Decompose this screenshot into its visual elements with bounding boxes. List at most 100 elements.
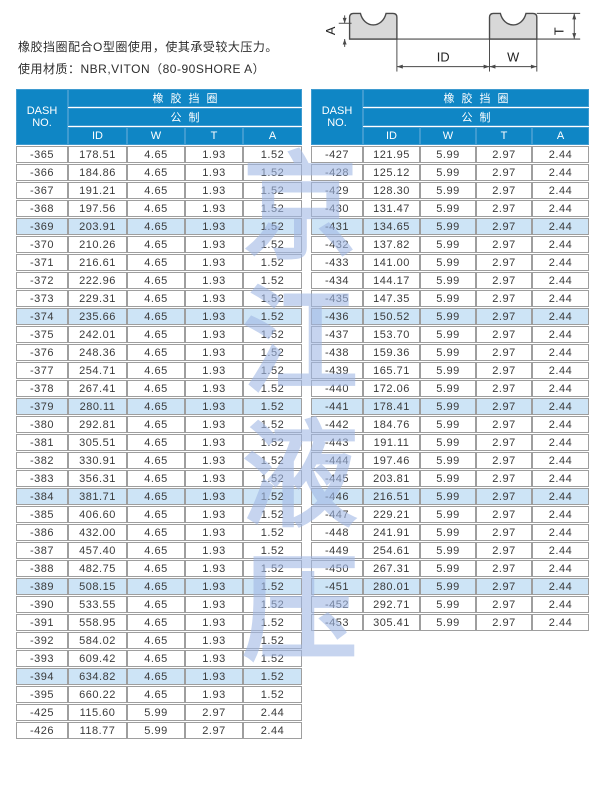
a-cell: 1.52: [243, 254, 302, 271]
table-row: -445 203.81 5.99 2.97 2.44: [311, 470, 589, 487]
a-cell: 2.44: [532, 488, 589, 505]
a-cell: 1.52: [243, 506, 302, 523]
table-row: -452 292.71 5.99 2.97 2.44: [311, 596, 589, 613]
w-cell: 5.99: [420, 416, 476, 433]
table-row: -447 229.21 5.99 2.97 2.44: [311, 506, 589, 523]
a-cell: 2.44: [532, 272, 589, 289]
id-cell: 150.52: [363, 308, 420, 325]
a-cell: 1.52: [243, 146, 302, 163]
table-row: -448 241.91 5.99 2.97 2.44: [311, 524, 589, 541]
table-row: -376 248.36 4.65 1.93 1.52: [16, 344, 302, 361]
w-cell: 5.99: [420, 218, 476, 235]
a-cell: 1.52: [243, 560, 302, 577]
table-row: -370 210.26 4.65 1.93 1.52: [16, 236, 302, 253]
id-cell: 153.70: [363, 326, 420, 343]
t-cell: 2.97: [476, 182, 532, 199]
table-row: -439 165.71 5.99 2.97 2.44: [311, 362, 589, 379]
a-cell: 1.52: [243, 596, 302, 613]
column-header-a: A: [532, 127, 589, 145]
t-cell: 1.93: [185, 650, 243, 667]
table-header: DASH NO. 橡胶挡圈 公制 ID W T A: [16, 89, 302, 145]
table-row: -453 305.41 5.99 2.97 2.44: [311, 614, 589, 631]
column-header-w: W: [420, 127, 476, 145]
w-cell: 4.65: [127, 254, 185, 271]
t-cell: 1.93: [185, 542, 243, 559]
t-cell: 2.97: [185, 704, 243, 721]
dash-no-cell: -372: [16, 272, 68, 289]
id-cell: 254.71: [68, 362, 127, 379]
dash-no-cell: -450: [311, 560, 363, 577]
dash-no-cell: -436: [311, 308, 363, 325]
t-cell: 2.97: [476, 362, 532, 379]
w-cell: 4.65: [127, 470, 185, 487]
t-cell: 1.93: [185, 362, 243, 379]
a-cell: 1.52: [243, 272, 302, 289]
dash-no-cell: -381: [16, 434, 68, 451]
id-cell: 134.65: [363, 218, 420, 235]
table-body: -365 178.51 4.65 1.93 1.52 -366 184.86 4.65 1.93…: [16, 146, 302, 739]
id-cell: 216.51: [363, 488, 420, 505]
dash-no-header: DASH NO.: [16, 89, 68, 145]
dimension-label-a: A: [323, 26, 338, 35]
dash-no-cell: -375: [16, 326, 68, 343]
table-row: -372 222.96 4.65 1.93 1.52: [16, 272, 302, 289]
t-cell: 2.97: [476, 218, 532, 235]
dash-no-cell: -392: [16, 632, 68, 649]
dash-no-cell: -385: [16, 506, 68, 523]
column-header-t: T: [185, 127, 243, 145]
id-cell: 203.81: [363, 470, 420, 487]
a-cell: 1.52: [243, 488, 302, 505]
table-row: -368 197.56 4.65 1.93 1.52: [16, 200, 302, 217]
dash-no-cell: -449: [311, 542, 363, 559]
a-cell: 1.52: [243, 164, 302, 181]
t-cell: 1.93: [185, 488, 243, 505]
a-cell: 1.52: [243, 668, 302, 685]
table-row: -436 150.52 5.99 2.97 2.44: [311, 308, 589, 325]
table-row: -432 137.82 5.99 2.97 2.44: [311, 236, 589, 253]
w-cell: 4.65: [127, 362, 185, 379]
a-cell: 2.44: [532, 380, 589, 397]
table-row: -391 558.95 4.65 1.93 1.52: [16, 614, 302, 631]
table-row: -386 432.00 4.65 1.93 1.52: [16, 524, 302, 541]
table-row: -427 121.95 5.99 2.97 2.44: [311, 146, 589, 163]
id-cell: 558.95: [68, 614, 127, 631]
t-cell: 2.97: [476, 164, 532, 181]
w-cell: 4.65: [127, 596, 185, 613]
a-cell: 2.44: [532, 254, 589, 271]
dash-no-cell: -369: [16, 218, 68, 235]
t-cell: 2.97: [476, 416, 532, 433]
t-cell: 2.97: [476, 200, 532, 217]
a-cell: 2.44: [243, 704, 302, 721]
a-cell: 2.44: [532, 506, 589, 523]
t-cell: 1.93: [185, 524, 243, 541]
dash-no-cell: -391: [16, 614, 68, 631]
id-cell: 178.51: [68, 146, 127, 163]
dash-no-cell: -390: [16, 596, 68, 613]
table-row: -450 267.31 5.99 2.97 2.44: [311, 560, 589, 577]
dash-no-cell: -437: [311, 326, 363, 343]
dash-no-cell: -443: [311, 434, 363, 451]
id-cell: 178.41: [363, 398, 420, 415]
w-cell: 4.65: [127, 182, 185, 199]
dash-no-cell: -430: [311, 200, 363, 217]
table-row: -393 609.42 4.65 1.93 1.52: [16, 650, 302, 667]
table-row: -378 267.41 4.65 1.93 1.52: [16, 380, 302, 397]
w-cell: 5.99: [420, 524, 476, 541]
dash-no-cell: -447: [311, 506, 363, 523]
w-cell: 5.99: [420, 380, 476, 397]
t-cell: 2.97: [476, 236, 532, 253]
w-cell: 4.65: [127, 272, 185, 289]
t-cell: 1.93: [185, 326, 243, 343]
a-cell: 1.52: [243, 380, 302, 397]
t-cell: 1.93: [185, 380, 243, 397]
id-cell: 229.31: [68, 290, 127, 307]
id-cell: 660.22: [68, 686, 127, 703]
table-row: -437 153.70 5.99 2.97 2.44: [311, 326, 589, 343]
dash-no-cell: -378: [16, 380, 68, 397]
t-cell: 2.97: [476, 614, 532, 631]
id-cell: 609.42: [68, 650, 127, 667]
id-cell: 165.71: [363, 362, 420, 379]
dash-no-cell: -389: [16, 578, 68, 595]
table-row: -366 184.86 4.65 1.93 1.52: [16, 164, 302, 181]
dash-no-cell: -442: [311, 416, 363, 433]
